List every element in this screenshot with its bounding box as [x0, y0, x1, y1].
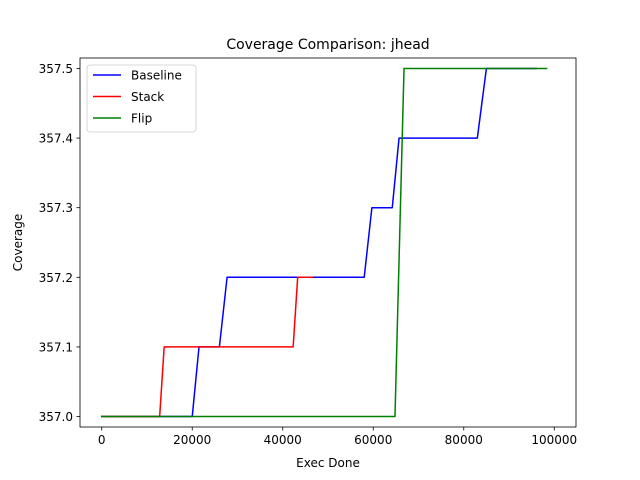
legend-label-stack: Stack	[131, 90, 164, 104]
plot-frame	[79, 57, 577, 428]
y-tick-label: 357.1	[39, 340, 73, 354]
legend-label-baseline: Baseline	[131, 69, 182, 83]
chart-title: Coverage Comparison: jhead	[226, 37, 429, 53]
x-tick-label: 20000	[173, 433, 211, 447]
y-tick-label: 357.2	[39, 271, 73, 285]
legend: Baseline Stack Flip	[86, 64, 197, 133]
series-line-baseline	[100, 67, 537, 418]
legend-box	[86, 64, 197, 133]
y-tick-label: 357.5	[39, 62, 73, 76]
x-tick-label: 100000	[531, 433, 577, 447]
y-axis-ticks: 357.0 357.1 357.2 357.3 357.4 357.5	[39, 62, 80, 424]
x-tick-label: 40000	[264, 433, 302, 447]
y-axis-label: Coverage	[11, 214, 25, 272]
series-line-stack	[100, 276, 313, 418]
y-tick-label: 357.4	[39, 132, 73, 146]
x-tick-label: 80000	[445, 433, 483, 447]
series-line-flip	[100, 67, 548, 418]
x-axis-label: Exec Done	[296, 456, 360, 470]
legend-label-flip: Flip	[131, 112, 152, 126]
x-axis-ticks: 0 20000 40000 60000 80000 100000	[98, 427, 577, 447]
y-tick-label: 357.3	[39, 201, 73, 215]
x-tick-label: 0	[98, 433, 106, 447]
y-tick-label: 357.0	[39, 410, 73, 424]
x-tick-label: 60000	[354, 433, 392, 447]
plot-lines	[100, 67, 548, 418]
